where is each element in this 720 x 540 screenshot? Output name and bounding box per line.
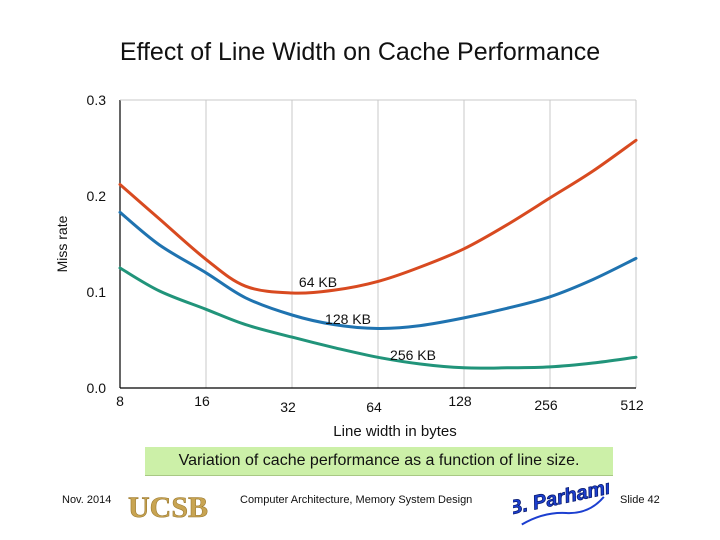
- series-line-64-kb: [118, 138, 638, 295]
- series-annotation: 128 KB: [325, 311, 371, 327]
- x-tick-label: 64: [366, 399, 382, 415]
- grid-lines: [205, 100, 637, 388]
- x-tick-label: 512: [620, 397, 644, 413]
- ucsb-logo: UCSB: [118, 488, 218, 524]
- x-tick-label: 8: [116, 393, 124, 409]
- y-tick-label: 0.2: [87, 188, 107, 204]
- x-tick-label: 32: [280, 399, 296, 415]
- y-tick-label: 0.3: [87, 92, 107, 108]
- ucsb-logo-text: UCSB: [128, 491, 208, 524]
- series-group: [118, 138, 638, 370]
- x-tick-label: 256: [534, 397, 558, 413]
- slide-caption: Variation of cache performance as a func…: [145, 447, 613, 476]
- footer-course-title: Computer Architecture, Memory System Des…: [240, 494, 473, 506]
- series-line-256-kb: [118, 266, 638, 370]
- series-annotation: 256 KB: [390, 347, 436, 363]
- axes: [119, 99, 636, 389]
- signature-text: B. Parhami: [513, 482, 609, 520]
- x-axis-label: Line width in bytes: [333, 423, 456, 440]
- parhami-signature-logo: B. Parhami: [513, 482, 609, 526]
- series-annotation: 64 KB: [299, 274, 337, 290]
- y-tick-label: 0.1: [87, 284, 107, 300]
- series-line-128-kb: [118, 210, 638, 331]
- footer-date: Nov. 2014: [62, 494, 112, 506]
- footer-slide-number: Slide 42: [620, 494, 660, 506]
- labels-group: 0.0 0.1 0.2 0.3 8 16 32 64 128 256 512 Line width i…: [54, 92, 644, 440]
- x-tick-label: 16: [194, 393, 210, 409]
- y-tick-label: 0.0: [87, 380, 107, 396]
- line-chart: 0.0 0.1 0.2 0.3 8 16 32 64 128 256 512 Line width i…: [54, 92, 644, 440]
- x-tick-label: 128: [448, 393, 472, 409]
- y-axis-label: Miss rate: [54, 215, 70, 272]
- chart-title: Effect of Line Width on Cache Performanc…: [119, 38, 601, 66]
